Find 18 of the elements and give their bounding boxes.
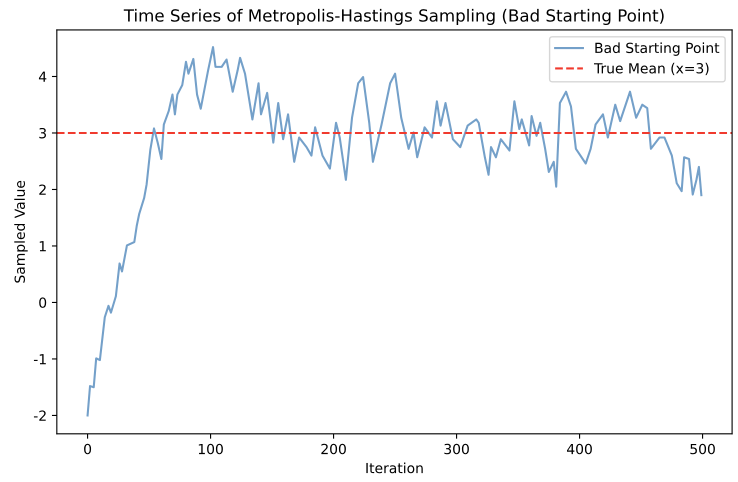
x-tick-label: 300 — [444, 444, 469, 454]
y-tick-label: -2 — [34, 410, 46, 421]
y-tick-label: 0 — [39, 297, 46, 308]
y-tick-label: 3 — [39, 128, 46, 138]
x-axis-title: Iteration — [366, 462, 423, 474]
y-tick-label: 4 — [38, 72, 46, 82]
y-axis-title: Sampled Value — [14, 180, 28, 283]
y-tick-label: 1 — [40, 241, 46, 252]
x-tick-label: 200 — [321, 444, 346, 454]
x-tick-label: 100 — [198, 444, 223, 454]
y-tick-label: 2 — [39, 184, 46, 195]
chart-title: Time Series of Metropolis-Hastings Sampling (Bad Starting Point) — [124, 8, 664, 26]
legend-label: True Mean (x=3) — [594, 62, 709, 76]
x-tick-label: 400 — [567, 444, 592, 454]
x-tick-label: 0 — [84, 444, 92, 454]
x-tick-label: 500 — [690, 444, 715, 454]
y-tick-label: -1 — [34, 354, 46, 364]
legend-label: Bad Starting Point — [595, 42, 720, 56]
